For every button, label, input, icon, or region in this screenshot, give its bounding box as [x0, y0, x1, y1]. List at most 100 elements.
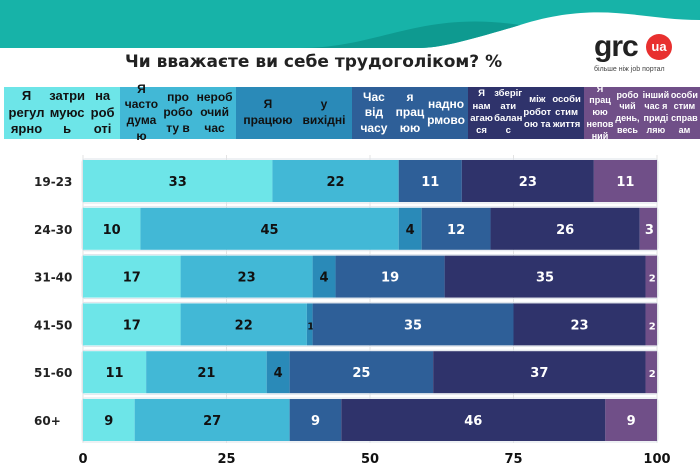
legend-line: про роботу в	[163, 89, 193, 135]
legend-line: Я працюю неповний	[586, 83, 614, 141]
x-tick-label: 75	[504, 452, 522, 467]
data-label: 37	[530, 366, 548, 381]
data-label: 2	[649, 274, 656, 285]
legend-item: Я працюю неповний робочий день, весь інший…	[584, 83, 700, 141]
data-label: 9	[311, 414, 320, 429]
legend-line: особистим життя	[552, 94, 581, 131]
legend-item: Я працюю у вихідні	[236, 87, 352, 139]
bar-outline	[81, 158, 659, 204]
data-label: 26	[556, 223, 574, 238]
bar-segment	[593, 160, 657, 202]
data-label: 12	[447, 223, 465, 238]
legend-line: на роботі	[90, 87, 115, 137]
x-tick-label: 25	[217, 452, 235, 467]
data-label: 4	[406, 223, 415, 238]
bar-segment	[83, 255, 181, 298]
y-category-label: 19-23	[34, 175, 72, 189]
bar-segment	[272, 160, 399, 202]
chart-title: Чи вважаєте ви себе трудоголіком? %	[125, 52, 503, 72]
data-label: 4	[274, 366, 283, 381]
bar-segment	[83, 399, 135, 441]
legend-line: я працюю	[395, 89, 425, 135]
bar-segment	[289, 351, 434, 394]
legend-line: особистим справам	[670, 89, 698, 135]
data-label: 22	[327, 175, 345, 190]
bar-segment	[461, 160, 594, 202]
data-label: 17	[123, 271, 141, 286]
data-label: 23	[238, 271, 256, 286]
bar-segment	[312, 255, 336, 298]
data-label: 35	[404, 318, 422, 333]
x-tick-label: 0	[78, 452, 87, 467]
bar-outline	[81, 397, 659, 443]
data-label: 11	[616, 175, 634, 190]
bar-segment	[83, 303, 181, 346]
bar-segment	[398, 160, 462, 202]
y-category-label: 31-40	[34, 271, 72, 285]
legend-line: Я намагаюся	[470, 88, 493, 137]
bar-segment	[180, 255, 313, 298]
legend-line: інший час я приділяю	[642, 89, 670, 135]
bar-segment	[490, 207, 640, 250]
bar-segment	[180, 303, 307, 346]
bar-segment	[306, 303, 313, 346]
bar-segment	[266, 351, 290, 394]
bar-segment	[513, 303, 646, 346]
logo-tagline: більше ніж job портал	[594, 66, 665, 73]
data-label: 2	[649, 369, 656, 380]
data-label: 9	[104, 414, 113, 429]
data-label: 9	[627, 414, 636, 429]
bar-segment	[639, 207, 657, 250]
x-tick-label: 100	[643, 452, 670, 467]
data-label: 11	[421, 175, 439, 190]
header-wave	[0, 0, 700, 48]
bar-segment	[645, 351, 657, 394]
bar-segment	[83, 351, 147, 394]
data-label: 35	[536, 271, 554, 286]
legend-line: неробочий час	[196, 89, 233, 135]
bar-segment	[146, 351, 267, 394]
data-label: 19	[381, 271, 399, 286]
legend-line: затримуюсь	[49, 87, 86, 137]
bar-segment	[312, 303, 514, 346]
legend-line: наднормово	[427, 97, 465, 127]
data-label: 23	[570, 318, 588, 333]
data-label: 27	[203, 414, 221, 429]
y-category-label: 51-60	[34, 366, 72, 380]
legend-line: у вихідні	[302, 97, 346, 127]
bar-segment	[421, 207, 491, 250]
bar-outline	[81, 254, 659, 300]
logo-text: grc	[594, 30, 639, 63]
data-label: 23	[519, 175, 537, 190]
data-label: 2	[649, 321, 656, 332]
y-category-label: 24-30	[34, 223, 72, 237]
bar-segment	[335, 255, 445, 298]
data-label: 10	[103, 223, 121, 238]
bar-segment	[289, 399, 342, 441]
bar-segment	[341, 399, 606, 441]
bar-segment	[645, 255, 657, 298]
data-label: 1	[307, 321, 314, 332]
legend-item: Я намагаюся зберігати баланс між роботою т…	[468, 87, 584, 139]
legend: Я регулярно затримуюсь на роботі Я часто ду…	[4, 82, 700, 143]
data-label: 3	[645, 223, 654, 238]
data-label: 17	[123, 318, 141, 333]
y-category-label: 41-50	[34, 318, 72, 332]
legend-line: зберігати баланс	[494, 88, 523, 137]
bar-segment	[140, 207, 399, 250]
bar-outline	[81, 301, 659, 347]
data-label: 45	[261, 223, 279, 238]
logo-badge: ua	[646, 34, 672, 60]
legend-line: між роботою та	[523, 94, 552, 131]
legend-line: Я працюю	[243, 97, 293, 127]
legend-line: Час від часу	[360, 89, 388, 135]
data-label: 21	[197, 366, 215, 381]
x-tick-label: 50	[361, 452, 379, 467]
data-label: 33	[169, 175, 187, 190]
bar-segment	[444, 255, 646, 298]
legend-item: Я часто думаю про роботу в неробочий час	[120, 82, 236, 143]
bar-segment	[645, 303, 657, 346]
legend-line: робочий день, весь	[615, 89, 640, 135]
bar-segment	[83, 207, 141, 250]
legend-item: Я регулярно затримуюсь на роботі	[4, 87, 120, 139]
